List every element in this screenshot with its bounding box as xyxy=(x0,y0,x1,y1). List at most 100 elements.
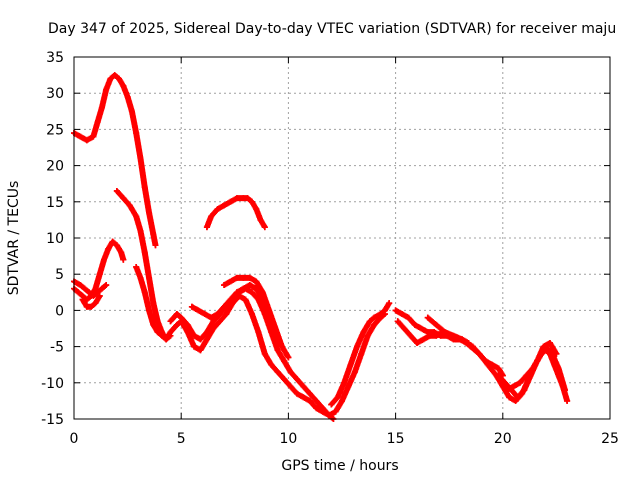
data-point xyxy=(293,376,300,383)
data-point xyxy=(326,412,333,419)
data-point xyxy=(261,224,268,231)
data-point xyxy=(561,387,568,394)
data-point xyxy=(109,238,116,245)
data-point xyxy=(450,332,457,339)
data-point xyxy=(521,387,528,394)
data-point xyxy=(124,93,131,100)
data-point xyxy=(163,336,170,343)
data-point xyxy=(266,314,273,321)
data-point xyxy=(227,296,234,303)
data-point xyxy=(141,184,148,191)
data-point xyxy=(287,383,294,390)
data-point xyxy=(158,332,165,339)
data-point xyxy=(197,336,204,343)
data-point xyxy=(83,137,90,144)
y-tick-label: 10 xyxy=(46,231,64,247)
data-point xyxy=(527,372,534,379)
data-point xyxy=(103,282,110,289)
data-point xyxy=(111,72,118,79)
data-point xyxy=(133,130,140,137)
series-track-9 xyxy=(203,195,268,231)
data-point xyxy=(208,314,215,321)
data-point xyxy=(506,394,513,401)
data-point xyxy=(381,307,388,314)
data-point xyxy=(272,336,279,343)
data-point xyxy=(414,339,421,346)
data-point xyxy=(555,365,562,372)
data-point xyxy=(274,368,281,375)
data-point xyxy=(221,202,228,209)
data-point xyxy=(107,75,114,82)
data-point xyxy=(120,256,127,263)
data-point xyxy=(210,318,217,325)
data-point xyxy=(339,397,345,404)
data-point xyxy=(364,332,371,339)
data-point xyxy=(441,329,448,336)
data-point xyxy=(495,365,502,372)
data-point xyxy=(293,390,300,397)
data-point xyxy=(137,274,144,281)
data-point xyxy=(347,361,354,368)
data-point xyxy=(197,347,204,354)
data-point xyxy=(203,224,210,231)
data-point xyxy=(426,332,433,339)
y-axis-title: SDTVAR / TECUs xyxy=(6,181,22,296)
data-point xyxy=(146,209,153,216)
data-point xyxy=(253,206,260,213)
data-point xyxy=(244,195,251,202)
data-point xyxy=(281,358,288,365)
data-point xyxy=(105,245,112,252)
data-point xyxy=(281,376,288,383)
series-track-2 xyxy=(113,187,388,419)
data-point xyxy=(120,82,127,89)
series-track-11 xyxy=(328,300,393,408)
chart-title: Day 347 of 2025, Sidereal Day-to-day VTE… xyxy=(48,21,616,37)
data-point xyxy=(240,285,247,292)
data-point xyxy=(248,311,255,318)
data-point xyxy=(126,202,133,209)
series-track-5 xyxy=(79,292,103,310)
data-point xyxy=(240,274,247,281)
data-point xyxy=(366,318,373,325)
data-point xyxy=(167,318,174,325)
data-point xyxy=(259,296,266,303)
data-point xyxy=(77,133,84,140)
y-tick-label: -15 xyxy=(41,412,64,428)
data-point xyxy=(137,155,144,162)
series-band xyxy=(424,314,571,404)
data-point xyxy=(424,314,431,321)
series-band xyxy=(71,72,159,249)
data-point xyxy=(501,379,508,386)
data-point xyxy=(401,325,408,332)
data-point xyxy=(146,274,153,281)
data-point xyxy=(459,336,466,343)
data-point xyxy=(90,133,97,140)
x-tick-label: 15 xyxy=(387,431,405,447)
data-point xyxy=(371,314,378,321)
data-point xyxy=(255,329,262,336)
data-point xyxy=(103,86,110,93)
data-point xyxy=(407,332,414,339)
data-point xyxy=(467,343,474,350)
data-point xyxy=(96,271,103,278)
y-tick-label: 20 xyxy=(46,159,64,175)
y-tick-label: -5 xyxy=(50,340,64,356)
data-point xyxy=(188,303,195,310)
data-point xyxy=(405,314,412,321)
data-point xyxy=(261,350,268,357)
data-point xyxy=(94,119,101,126)
data-point xyxy=(227,278,234,285)
data-point xyxy=(184,321,191,328)
data-point xyxy=(242,296,249,303)
data-point xyxy=(300,394,307,401)
data-point xyxy=(495,372,502,379)
data-point xyxy=(534,358,541,365)
data-point xyxy=(341,379,348,386)
data-point xyxy=(214,206,221,213)
data-point xyxy=(152,242,159,249)
data-point xyxy=(553,350,560,357)
data-point xyxy=(253,285,260,292)
data-point xyxy=(79,296,86,303)
data-point xyxy=(399,311,406,318)
